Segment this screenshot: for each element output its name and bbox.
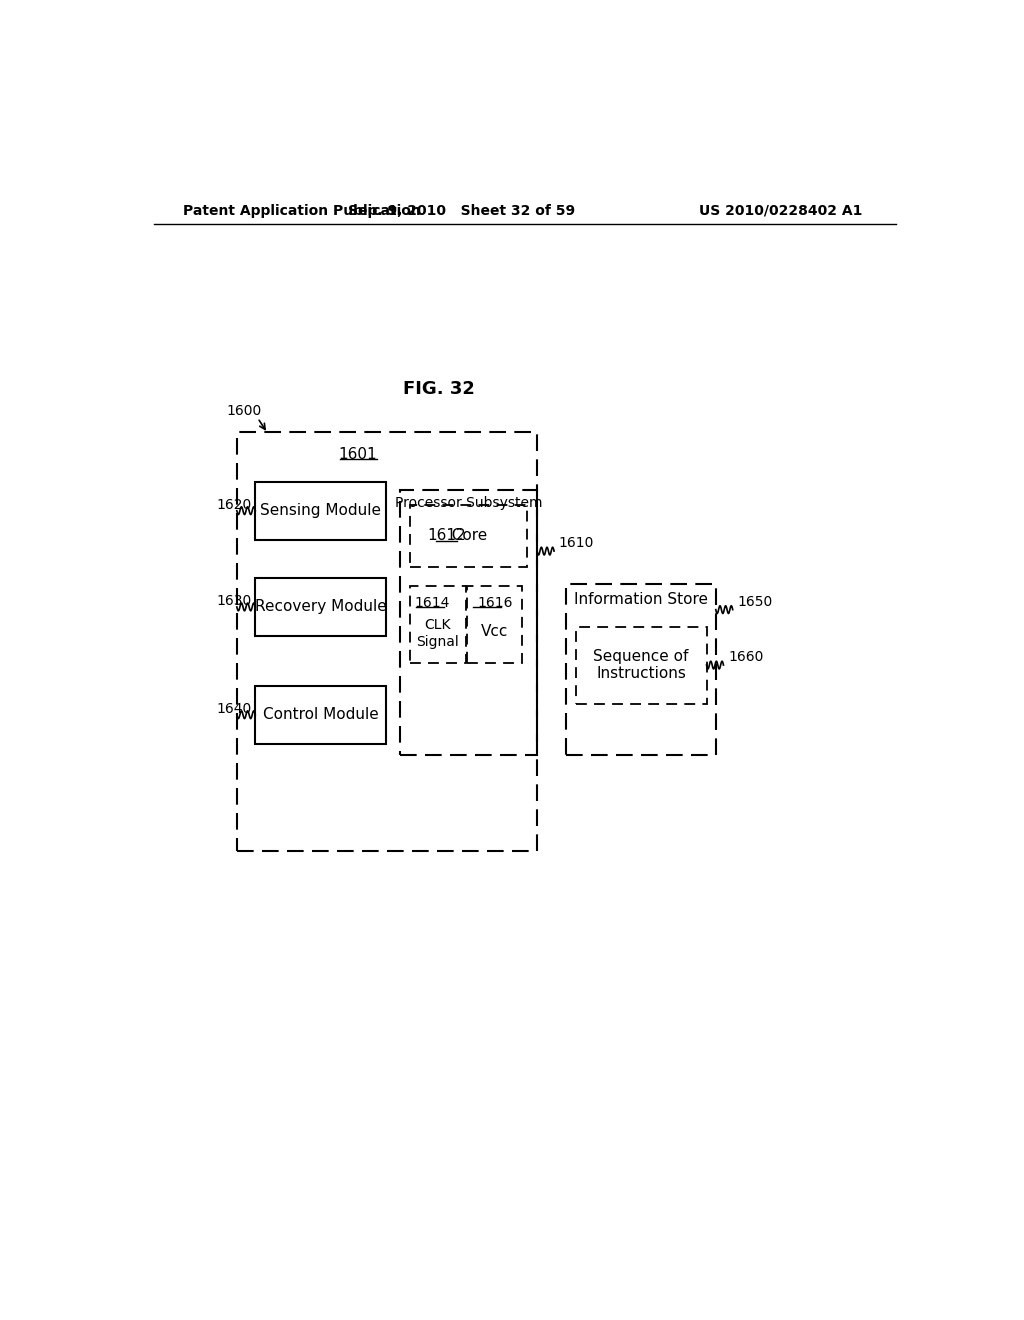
Bar [237, 432, 538, 851]
Text: 1616: 1616 [477, 595, 513, 610]
Text: Vcc: Vcc [481, 624, 509, 639]
Text: 1640: 1640 [217, 701, 252, 715]
Text: 1610: 1610 [559, 536, 594, 550]
Bar [410, 586, 466, 663]
Text: Processor Subsystem: Processor Subsystem [395, 496, 543, 511]
Text: 1614: 1614 [414, 595, 450, 610]
Text: CLK
Signal: CLK Signal [417, 618, 459, 648]
Text: 1612: 1612 [428, 528, 466, 544]
Bar [565, 585, 716, 755]
Bar [255, 686, 386, 743]
Text: US 2010/0228402 A1: US 2010/0228402 A1 [698, 203, 862, 218]
Text: Information Store: Information Store [573, 593, 708, 607]
Text: Recovery Module: Recovery Module [255, 599, 387, 614]
Text: 1601: 1601 [338, 447, 377, 462]
Bar [255, 578, 386, 636]
Text: Patent Application Publication: Patent Application Publication [183, 203, 421, 218]
Bar [467, 586, 522, 663]
Text: Sep. 9, 2010   Sheet 32 of 59: Sep. 9, 2010 Sheet 32 of 59 [348, 203, 575, 218]
Text: Core: Core [442, 528, 487, 544]
Bar [400, 490, 538, 755]
Text: Sensing Module: Sensing Module [260, 503, 381, 519]
Text: Control Module: Control Module [263, 708, 379, 722]
Text: 1630: 1630 [217, 594, 252, 607]
Text: 1660: 1660 [728, 651, 764, 664]
Text: Sequence of
Instructions: Sequence of Instructions [593, 649, 689, 681]
Text: 1650: 1650 [737, 595, 772, 609]
Text: 1620: 1620 [217, 498, 252, 512]
Bar [255, 482, 386, 540]
Bar [410, 504, 527, 566]
Text: 1600: 1600 [227, 404, 262, 418]
Bar [575, 627, 707, 704]
Text: FIG. 32: FIG. 32 [402, 380, 474, 399]
